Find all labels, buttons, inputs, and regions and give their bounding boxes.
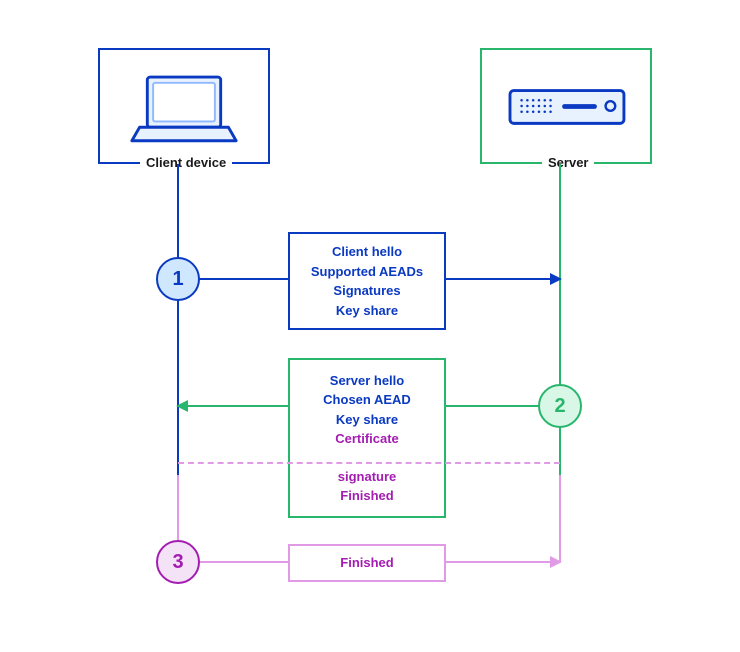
step1-message-box: Client hello Supported AEADs Signatures … (288, 232, 446, 330)
step2-message-box: Server hello Chosen AEAD Key share Certi… (288, 358, 446, 518)
laptop-icon (100, 50, 268, 162)
server-icon (482, 50, 650, 162)
step1-number: 1 (172, 268, 183, 291)
step3-number: 3 (172, 551, 183, 574)
step1-line: Client hello (332, 242, 402, 262)
server-label: Server (542, 155, 594, 170)
step2-number: 2 (554, 395, 565, 418)
diagram-root: { "layout": { "width": 740, "height": 65… (0, 0, 740, 652)
step2-dashed-divider (178, 462, 560, 464)
step2-line: Chosen AEAD (323, 390, 411, 410)
client-lifeline (177, 164, 179, 475)
server-lifeline-pink (559, 475, 561, 562)
client-endpoint-box (98, 48, 270, 164)
step1-line: Supported AEADs (311, 262, 423, 282)
step1-arrowhead-icon (550, 273, 562, 285)
step2-line: Server hello (330, 371, 404, 391)
step2-line: Certificate (335, 429, 399, 449)
step3-message-box: Finished (288, 544, 446, 582)
step1-line: Signatures (333, 281, 400, 301)
step3-arrowhead-icon (550, 556, 562, 568)
step1-line: Key share (336, 301, 398, 321)
server-endpoint-box (480, 48, 652, 164)
step3-line: Finished (340, 553, 393, 573)
step2-arrowhead-icon (176, 400, 188, 412)
step2-line: Key share (336, 410, 398, 430)
client-label: Client device (140, 155, 232, 170)
step2-line2: Finished (340, 486, 393, 506)
step2-line2: signature (338, 467, 397, 487)
step2-circle: 2 (538, 384, 582, 428)
step3-circle: 3 (156, 540, 200, 584)
server-lifeline (559, 164, 561, 475)
step1-circle: 1 (156, 257, 200, 301)
